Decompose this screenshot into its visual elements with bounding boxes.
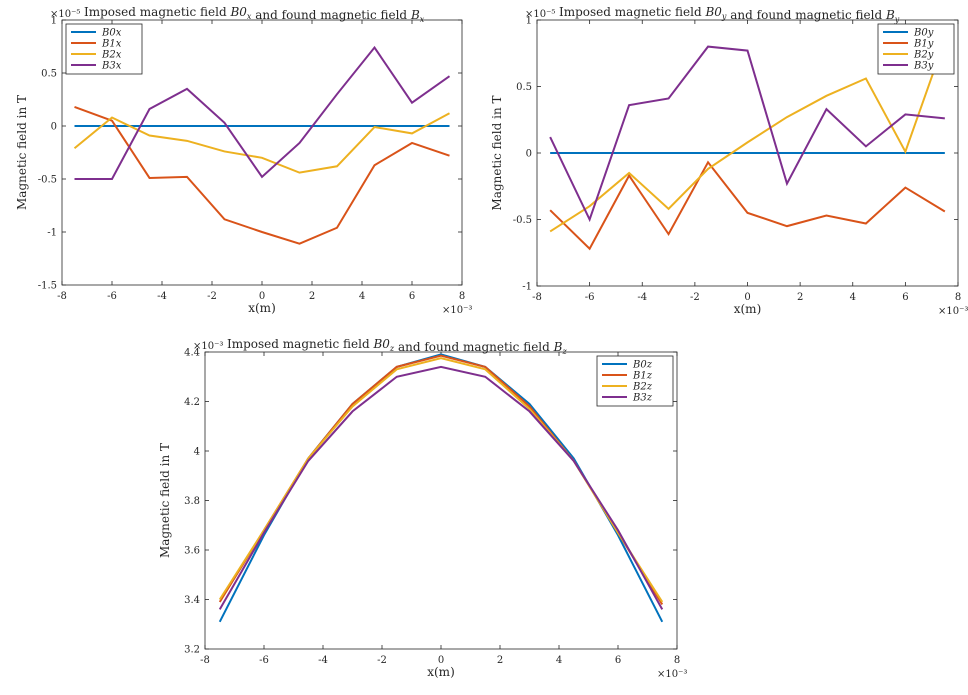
- chart-by: -8 -6 -4 -2 0 2 4 6 8 -1 -0.5 0 0.5 1×10⁻⁵ ×10⁻³ Impose…: [490, 5, 968, 317]
- y-tick-label: 3.8: [184, 496, 200, 507]
- x-tick-label: 6: [409, 291, 415, 302]
- legend-label-B3y: B3y: [913, 61, 934, 72]
- y-tick-label: 1: [526, 16, 532, 27]
- legend-label-B0z: B0z: [632, 360, 653, 371]
- y-tick-label: 3.4: [184, 595, 200, 606]
- y-tick-label: -1.5: [38, 281, 57, 292]
- x-exponent-label: ×10⁻³: [442, 305, 472, 316]
- y-tick-label: 4.2: [184, 397, 200, 408]
- y-tick-label: 4.4: [184, 348, 200, 359]
- y-tick-label: -1: [522, 282, 532, 293]
- x-tick-label: -4: [637, 292, 647, 303]
- y-tick-label: 3.6: [184, 546, 200, 557]
- x-tick-label: 2: [309, 291, 315, 302]
- x-tick-label: 0: [438, 655, 444, 666]
- legend-label-B0y: B0y: [913, 28, 934, 39]
- x-axis-label: x(m): [734, 302, 762, 316]
- legend-label-B2z: B2z: [632, 382, 653, 393]
- x-tick-label: 2: [797, 292, 803, 303]
- chart-bx: -8 -6 -4 -2 0 2 4 6 8 -1.5 -1 -0.5 0 0.5 1×10⁻⁵ ×10⁻³ Im…: [15, 5, 472, 316]
- y-axis-label: Magnetic field in T: [15, 95, 29, 210]
- x-tick-label: 6: [615, 655, 621, 666]
- x-tick-label: 6: [902, 292, 908, 303]
- x-tick-label: 4: [359, 291, 365, 302]
- y-exponent-label: ×10⁻³: [193, 341, 223, 352]
- x-axis-label: x(m): [427, 665, 455, 679]
- x-tick-label: 2: [497, 655, 503, 666]
- x-exponent-label: ×10⁻³: [938, 306, 968, 317]
- series-line-B2x: [73, 112, 450, 174]
- y-axis-label: Magnetic field in T: [490, 96, 504, 211]
- legend-label-B1z: B1z: [632, 371, 653, 382]
- chart-title: Imposed magnetic field B0x and found mag…: [84, 5, 425, 24]
- legend-label-B0x: B0x: [101, 28, 122, 39]
- y-tick-label: 3.2: [184, 645, 200, 656]
- series-line-B1x: [74, 105, 450, 245]
- x-tick-label: -6: [585, 292, 595, 303]
- y-tick-label: 0.5: [516, 82, 532, 93]
- y-tick-label: -0.5: [38, 175, 57, 186]
- legend-label-B3z: B3z: [632, 393, 653, 404]
- x-tick-label: 8: [674, 655, 680, 666]
- legend-label-B1x: B1x: [101, 39, 122, 50]
- x-tick-label: -4: [157, 291, 167, 302]
- y-tick-label: 1: [51, 16, 57, 27]
- y-tick-label: 0.5: [41, 69, 57, 80]
- series-line-B2y: [549, 39, 946, 233]
- chart-title: Imposed magnetic field B0y and found mag…: [559, 5, 900, 24]
- chart-bz: -8 -6 -4 -2 0 2 4 6 83.23.43.63.844.24.4×10⁻³×10…: [158, 337, 687, 680]
- x-tick-label: 4: [850, 292, 856, 303]
- x-tick-label: -8: [57, 291, 67, 302]
- x-tick-label: -4: [318, 655, 328, 666]
- y-tick-label: 0: [526, 149, 532, 160]
- x-exponent-label: ×10⁻³: [657, 669, 687, 680]
- legend-label-B2x: B2x: [101, 50, 122, 61]
- x-tick-label: -8: [200, 655, 210, 666]
- series-line-B3z: [218, 365, 664, 610]
- series-line-B3y: [549, 45, 945, 223]
- y-tick-label: -0.5: [513, 215, 532, 226]
- chart-title: Imposed magnetic field B0z and found mag…: [227, 337, 567, 356]
- x-tick-label: -8: [532, 292, 542, 303]
- x-tick-label: 8: [955, 292, 961, 303]
- y-exponent-label: ×10⁻⁵: [50, 9, 80, 20]
- x-tick-label: 0: [259, 291, 265, 302]
- x-tick-label: 8: [459, 291, 465, 302]
- x-tick-label: -6: [107, 291, 117, 302]
- y-exponent-label: ×10⁻⁵: [525, 9, 555, 20]
- legend-label-B3x: B3x: [101, 61, 122, 72]
- x-tick-label: -2: [377, 655, 387, 666]
- x-tick-label: 4: [556, 655, 562, 666]
- y-tick-label: -1: [47, 228, 57, 239]
- x-tick-label: 0: [744, 292, 750, 303]
- x-tick-label: -2: [207, 291, 217, 302]
- y-tick-label: 0: [51, 122, 57, 133]
- series-line-B1y: [549, 160, 946, 251]
- legend-label-B1y: B1y: [913, 39, 934, 50]
- y-tick-label: 4: [194, 447, 200, 458]
- y-axis-label: Magnetic field in T: [158, 443, 172, 558]
- legend-label-B2y: B2y: [913, 50, 934, 61]
- x-tick-label: -6: [259, 655, 269, 666]
- x-axis-label: x(m): [248, 301, 276, 315]
- x-tick-label: -2: [690, 292, 700, 303]
- series-line-B3x: [74, 45, 451, 180]
